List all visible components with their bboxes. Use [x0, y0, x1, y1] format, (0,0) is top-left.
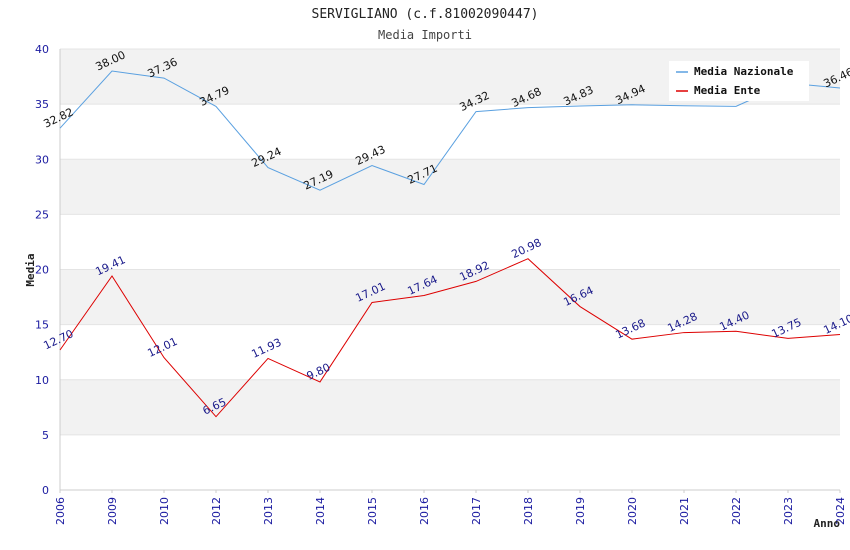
- grid-bands: [60, 49, 840, 490]
- grid-band: [60, 214, 840, 270]
- x-tick-label: 2014: [314, 497, 327, 525]
- x-tick-label: 2015: [366, 497, 379, 525]
- y-tick-label: 10: [35, 374, 49, 387]
- x-tick-label: 2023: [782, 497, 795, 525]
- y-tick-label: 5: [42, 429, 49, 442]
- x-tick-label: 2021: [678, 497, 691, 525]
- legend-label-media-ente: Media Ente: [694, 84, 761, 97]
- x-tick-label: 2012: [210, 497, 223, 525]
- y-axis-label: Media: [24, 253, 37, 286]
- x-tick-label: 2017: [470, 497, 483, 525]
- y-tick-label: 25: [35, 208, 49, 221]
- x-tick-label: 2010: [158, 497, 171, 525]
- x-tick-label: 2016: [418, 497, 431, 525]
- grid-band: [60, 324, 840, 380]
- x-tick-labels: 2006 2009 2010 2012 2013 2014 2015 2016 2017 2018…: [54, 497, 847, 525]
- x-tick-label: 2013: [262, 497, 275, 525]
- chart-subtitle: Media Importi: [378, 28, 472, 42]
- y-tick-label: 15: [35, 319, 49, 332]
- x-tick-label: 2009: [106, 497, 119, 525]
- y-tick-labels: 0 5 10 15 20 25 30 35 40: [35, 43, 49, 497]
- series-line-media-ente: [59, 258, 841, 418]
- legend-label-media-nazionale: Media Nazionale: [694, 65, 794, 78]
- x-tick-label: 2006: [54, 497, 67, 525]
- axes: [59, 49, 841, 493]
- grid-band: [60, 434, 840, 490]
- grid-band: [60, 159, 840, 215]
- series-lines: [59, 70, 841, 418]
- grid-band: [60, 379, 840, 435]
- x-tick-label: 2022: [730, 497, 743, 525]
- legend: Media Nazionale Media Ente: [669, 61, 809, 101]
- y-tick-label: 20: [35, 264, 49, 277]
- grid-band: [60, 269, 840, 325]
- y-tick-label: 0: [42, 484, 49, 497]
- x-tick-label: 2020: [626, 497, 639, 525]
- chart-title: SERVIGLIANO (c.f.81002090447): [312, 7, 539, 22]
- y-tick-label: 35: [35, 98, 49, 111]
- y-tick-label: 30: [35, 153, 49, 166]
- x-tick-label: 2018: [522, 497, 535, 525]
- grid-band: [60, 104, 840, 160]
- legend-box: [669, 61, 809, 101]
- series-line-media-nazionale: [59, 70, 841, 191]
- x-tick-label: 2019: [574, 497, 587, 525]
- y-tick-label: 40: [35, 43, 49, 56]
- x-axis-label: Anno: [814, 517, 841, 530]
- x-tick-label: 2024: [834, 497, 847, 525]
